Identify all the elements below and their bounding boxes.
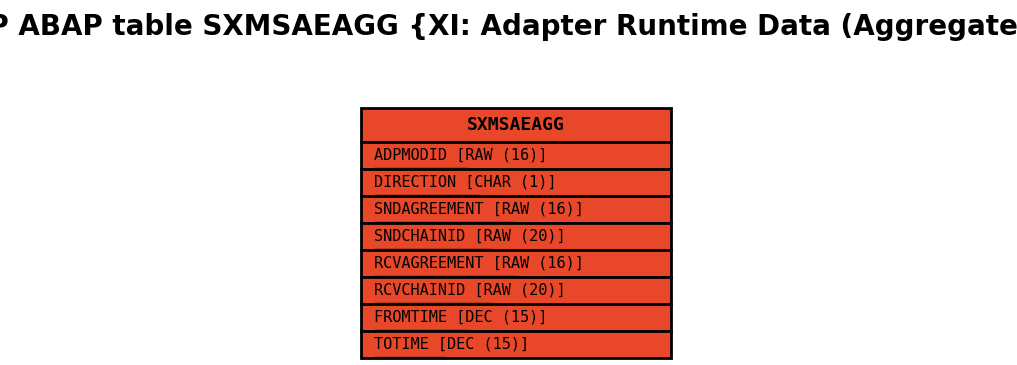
Text: RCVCHAINID [RAW (20)]: RCVCHAINID [RAW (20)]	[374, 283, 565, 298]
Text: TOTIME [DEC (15)]: TOTIME [DEC (15)]	[374, 337, 530, 352]
Text: ADPMODID: ADPMODID	[374, 147, 447, 163]
Text: SNDAGREEMENT: SNDAGREEMENT	[374, 201, 484, 217]
Text: RCVCHAINID: RCVCHAINID	[374, 283, 466, 298]
Text: SNDCHAINID [RAW (20)]: SNDCHAINID [RAW (20)]	[374, 228, 565, 244]
Text: SNDAGREEMENT [RAW (16)]: SNDAGREEMENT [RAW (16)]	[374, 201, 584, 217]
Text: TOTIME: TOTIME	[374, 337, 429, 352]
Text: DIRECTION: DIRECTION	[374, 174, 457, 190]
Text: RCVAGREEMENT: RCVAGREEMENT	[374, 255, 484, 271]
FancyBboxPatch shape	[361, 142, 671, 169]
Text: DIRECTION [CHAR (1)]: DIRECTION [CHAR (1)]	[374, 174, 556, 190]
FancyBboxPatch shape	[361, 169, 671, 196]
Text: SXMSAEAGG: SXMSAEAGG	[467, 116, 565, 134]
FancyBboxPatch shape	[361, 277, 671, 304]
Text: SAP ABAP table SXMSAEAGG {XI: Adapter Runtime Data (Aggregated)}: SAP ABAP table SXMSAEAGG {XI: Adapter Ru…	[0, 13, 1017, 41]
Text: FROMTIME: FROMTIME	[374, 310, 447, 325]
FancyBboxPatch shape	[361, 196, 671, 223]
Text: FROMTIME [DEC (15)]: FROMTIME [DEC (15)]	[374, 310, 547, 325]
Text: ADPMODID [RAW (16)]: ADPMODID [RAW (16)]	[374, 147, 547, 163]
FancyBboxPatch shape	[361, 108, 671, 142]
Text: RCVAGREEMENT [RAW (16)]: RCVAGREEMENT [RAW (16)]	[374, 255, 584, 271]
FancyBboxPatch shape	[361, 304, 671, 331]
Text: SNDCHAINID: SNDCHAINID	[374, 228, 466, 244]
FancyBboxPatch shape	[361, 223, 671, 250]
FancyBboxPatch shape	[361, 331, 671, 358]
FancyBboxPatch shape	[361, 250, 671, 277]
